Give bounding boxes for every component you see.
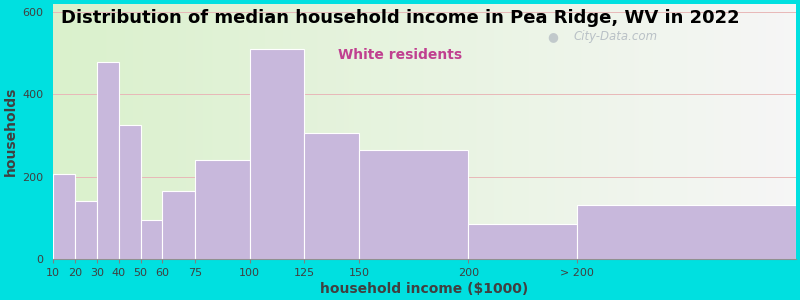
Bar	[97, 61, 118, 259]
Bar	[578, 205, 796, 259]
Text: White residents: White residents	[338, 48, 462, 62]
Bar	[359, 150, 468, 259]
Bar	[162, 191, 195, 259]
Bar	[304, 134, 359, 259]
Text: Distribution of median household income in Pea Ridge, WV in 2022: Distribution of median household income …	[61, 9, 739, 27]
Bar	[195, 160, 250, 259]
Y-axis label: households: households	[4, 87, 18, 176]
Text: City-Data.com: City-Data.com	[573, 30, 657, 43]
Bar	[118, 125, 141, 259]
Bar	[250, 49, 304, 259]
Text: ●: ●	[547, 30, 558, 43]
X-axis label: household income ($1000): household income ($1000)	[320, 282, 529, 296]
Bar	[141, 220, 162, 259]
Bar	[53, 175, 75, 259]
Bar	[75, 201, 97, 259]
Bar	[468, 224, 578, 259]
